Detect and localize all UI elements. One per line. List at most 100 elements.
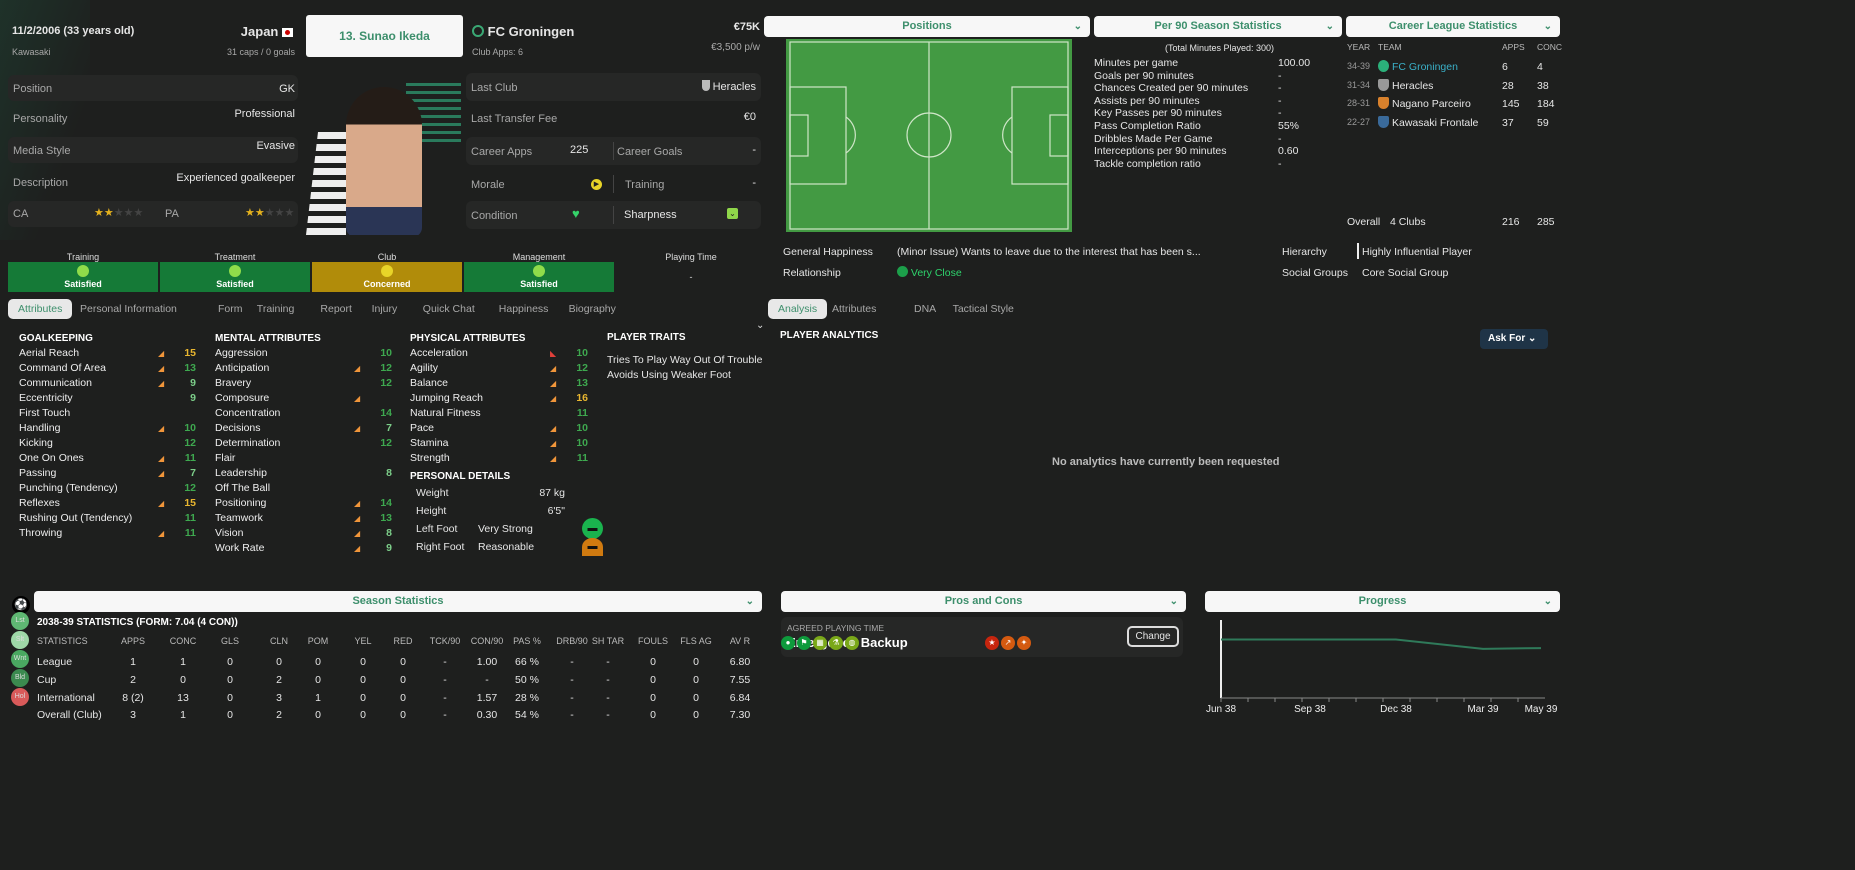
- ask-for-button[interactable]: Ask For ⌄: [1480, 329, 1548, 349]
- tab-biography[interactable]: Biography: [568, 303, 616, 315]
- collapse-chevron-icon[interactable]: ⌄: [756, 320, 765, 331]
- attribute-row[interactable]: Punching (Tendency) 12: [19, 482, 204, 497]
- attribute-row[interactable]: Communication ◢ 9: [19, 377, 204, 392]
- form-bld-button[interactable]: Bld: [11, 669, 29, 687]
- table-cell: 0: [650, 709, 656, 722]
- social-groups-value[interactable]: Core Social Group: [1362, 267, 1449, 279]
- social-groups-label: Social Groups: [1282, 267, 1348, 279]
- tab-attributes[interactable]: Attributes: [8, 299, 73, 319]
- attribute-row[interactable]: Agility ◢ 12: [410, 362, 596, 377]
- tab-tactical-style[interactable]: Tactical Style: [952, 303, 1014, 315]
- attribute-row[interactable]: Off The Ball: [215, 482, 400, 497]
- attribute-row[interactable]: Eccentricity 9: [19, 392, 204, 407]
- attribute-row[interactable]: Throwing ◢ 11: [19, 527, 204, 542]
- tab-injury[interactable]: Injury: [371, 303, 398, 315]
- per90-dropdown[interactable]: Per 90 Season Statistics ⌄: [1094, 16, 1342, 37]
- attribute-row[interactable]: Teamwork ◢ 13: [215, 512, 400, 527]
- form-wnt-button[interactable]: Wnt: [11, 650, 29, 668]
- attribute-row[interactable]: Passing ◢ 7: [19, 467, 204, 482]
- table-cell: -: [606, 691, 610, 704]
- progress-dropdown[interactable]: Progress ⌄: [1205, 591, 1560, 612]
- tab-attributes[interactable]: Attributes: [832, 303, 877, 315]
- career-team[interactable]: Kawasaki Frontale: [1378, 115, 1478, 129]
- season-statistics-dropdown[interactable]: Season Statistics ⌄: [34, 591, 762, 612]
- ability-row: CA ★★★★★ PA ★★★★★: [8, 201, 298, 227]
- table-cell: 0: [315, 656, 321, 668]
- tab-happiness[interactable]: Happiness: [498, 303, 549, 315]
- last-club-value[interactable]: Heracles: [701, 80, 756, 93]
- form-slt-button[interactable]: Slt: [11, 631, 29, 649]
- height-label: Height: [416, 505, 447, 517]
- attribute-row[interactable]: Command Of Area ◢ 13: [19, 362, 204, 377]
- training-value: -: [752, 177, 756, 189]
- tab-dna[interactable]: DNA: [914, 303, 937, 315]
- tab-quick-chat[interactable]: Quick Chat: [422, 303, 475, 315]
- attribute-row[interactable]: Work Rate ◢ 9: [215, 542, 400, 557]
- nationality[interactable]: Japan: [241, 24, 293, 39]
- pros-cons-dropdown[interactable]: Pros and Cons ⌄: [781, 591, 1186, 612]
- form-hol-button[interactable]: Hol: [11, 688, 29, 706]
- attribute-row[interactable]: Acceleration ◣ 10: [410, 347, 596, 362]
- stat-value: -: [1278, 132, 1282, 145]
- player-name-button[interactable]: 13. Sunao Ikeda: [306, 15, 463, 57]
- attribute-row[interactable]: One On Ones ◢ 11: [19, 452, 204, 467]
- condition-heart-icon: ♥: [572, 206, 580, 221]
- attribute-row[interactable]: Vision ◢ 8: [215, 527, 400, 542]
- attribute-row[interactable]: Leadership 8: [215, 467, 400, 482]
- per90-row: Tackle completion ratio -: [1094, 158, 1314, 171]
- happiness-treatment[interactable]: Satisfied: [160, 262, 310, 292]
- attribute-row[interactable]: Flair: [215, 452, 400, 467]
- tab-analysis[interactable]: Analysis: [768, 299, 828, 319]
- attribute-row[interactable]: Handling ◢ 10: [19, 422, 204, 437]
- attribute-row[interactable]: Positioning ◢ 14: [215, 497, 400, 512]
- career-goals-value: -: [752, 144, 756, 156]
- change-button[interactable]: Change: [1127, 626, 1179, 647]
- attribute-row[interactable]: Concentration 14: [215, 407, 400, 422]
- column-header: FOULS: [637, 636, 668, 646]
- happiness-management[interactable]: Satisfied: [464, 262, 614, 292]
- attribute-row[interactable]: Aerial Reach ◢ 15: [19, 347, 204, 362]
- trend-up-icon: ◢: [158, 364, 165, 373]
- attribute-row[interactable]: Rushing Out (Tendency) 11: [19, 512, 204, 527]
- attribute-row[interactable]: Anticipation ◢ 12: [215, 362, 400, 377]
- career-team[interactable]: Heracles: [1378, 78, 1433, 92]
- club-name[interactable]: FC Groningen: [472, 24, 574, 39]
- attribute-row[interactable]: Reflexes ◢ 15: [19, 497, 204, 512]
- career-team[interactable]: Nagano Parceiro: [1378, 97, 1471, 110]
- column-header: POM: [307, 636, 329, 646]
- attribute-row[interactable]: Pace ◢ 10: [410, 422, 596, 437]
- happiness-club[interactable]: Concerned: [312, 262, 462, 292]
- career-team[interactable]: FC Groningen: [1378, 60, 1458, 73]
- happiness-status: Satisfied: [64, 279, 102, 289]
- tab-training[interactable]: Training: [256, 303, 295, 315]
- attribute-row[interactable]: Bravery 12: [215, 377, 400, 392]
- career-stats-dropdown[interactable]: Career League Statistics ⌄: [1346, 16, 1560, 37]
- attribute-row[interactable]: Composure ◢: [215, 392, 400, 407]
- attribute-row[interactable]: Strength ◢ 11: [410, 452, 596, 467]
- hierarchy-value: Highly Influential Player: [1362, 246, 1472, 258]
- attribute-row[interactable]: Decisions ◢ 7: [215, 422, 400, 437]
- ball-icon[interactable]: ⚽: [12, 596, 30, 614]
- attribute-row[interactable]: Stamina ◢ 10: [410, 437, 596, 452]
- attribute-row[interactable]: Natural Fitness 11: [410, 407, 596, 422]
- tab-form[interactable]: Form: [218, 303, 243, 315]
- table-cell: 0: [400, 673, 406, 686]
- happiness-training[interactable]: Satisfied: [8, 262, 158, 292]
- attribute-row[interactable]: Jumping Reach ◢ 16: [410, 392, 596, 407]
- attribute-row[interactable]: First Touch: [19, 407, 204, 422]
- attribute-value: 8: [386, 527, 392, 539]
- club-name-text: FC Groningen: [487, 24, 575, 39]
- form-lst-button[interactable]: Lst: [11, 612, 29, 630]
- tab-personal-information[interactable]: Personal Information: [80, 303, 177, 315]
- general-happiness-value: (Minor Issue) Wants to leave due to the …: [897, 246, 1201, 258]
- face-icon: [77, 265, 89, 277]
- table-cell: -: [443, 673, 447, 686]
- attribute-row[interactable]: Balance ◢ 13: [410, 377, 596, 392]
- career-cell: 38: [1537, 79, 1549, 92]
- attribute-row[interactable]: Determination 12: [215, 437, 400, 452]
- attribute-row[interactable]: Kicking 12: [19, 437, 204, 452]
- attribute-row[interactable]: Aggression 10: [215, 347, 400, 362]
- table-cell: -: [606, 673, 610, 686]
- tab-report[interactable]: Report: [320, 303, 352, 315]
- positions-dropdown[interactable]: Positions ⌄: [764, 16, 1090, 37]
